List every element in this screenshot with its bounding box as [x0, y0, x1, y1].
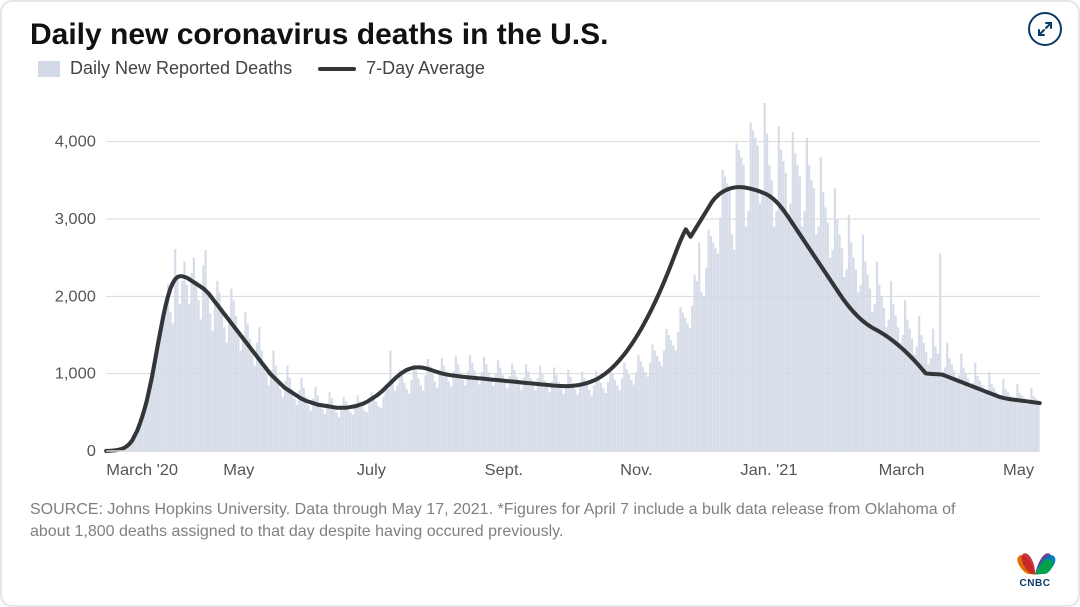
- chart-title: Daily new coronavirus deaths in the U.S.: [30, 18, 1050, 52]
- svg-text:4,000: 4,000: [55, 133, 96, 151]
- svg-text:Nov.: Nov.: [620, 461, 653, 479]
- legend-item-line: 7-Day Average: [318, 58, 485, 79]
- svg-text:May: May: [1003, 461, 1035, 479]
- legend: Daily New Reported Deaths 7-Day Average: [38, 58, 1050, 79]
- svg-text:3,000: 3,000: [55, 210, 96, 228]
- svg-text:May: May: [223, 461, 255, 479]
- bar-swatch-icon: [38, 61, 60, 77]
- chart-svg: 0 1,000 2,000 3,000 4,000 March '20 May July Sep…: [30, 81, 1050, 491]
- legend-label-bars: Daily New Reported Deaths: [70, 58, 292, 79]
- peacock-icon: [1012, 550, 1058, 578]
- chart-card: Daily new coronavirus deaths in the U.S.…: [0, 0, 1080, 607]
- svg-text:Sept.: Sept.: [485, 461, 523, 479]
- bar-series: [106, 103, 1039, 451]
- svg-text:2,000: 2,000: [55, 288, 96, 306]
- svg-text:1,000: 1,000: [55, 365, 96, 383]
- svg-text:March: March: [879, 461, 925, 479]
- svg-text:Jan. '21: Jan. '21: [740, 461, 797, 479]
- expand-button[interactable]: [1028, 12, 1062, 46]
- expand-icon: [1037, 21, 1053, 37]
- svg-text:July: July: [357, 461, 387, 479]
- brand-logo: CNBC: [1012, 550, 1058, 589]
- legend-label-line: 7-Day Average: [366, 58, 485, 79]
- svg-text:March '20: March '20: [106, 461, 178, 479]
- brand-label: CNBC: [1012, 578, 1058, 589]
- chart-area: 0 1,000 2,000 3,000 4,000 March '20 May July Sep…: [30, 81, 1050, 491]
- svg-text:0: 0: [87, 442, 96, 460]
- source-note: SOURCE: Johns Hopkins University. Data t…: [30, 499, 1050, 544]
- legend-item-bars: Daily New Reported Deaths: [38, 58, 292, 79]
- line-swatch-icon: [318, 67, 356, 71]
